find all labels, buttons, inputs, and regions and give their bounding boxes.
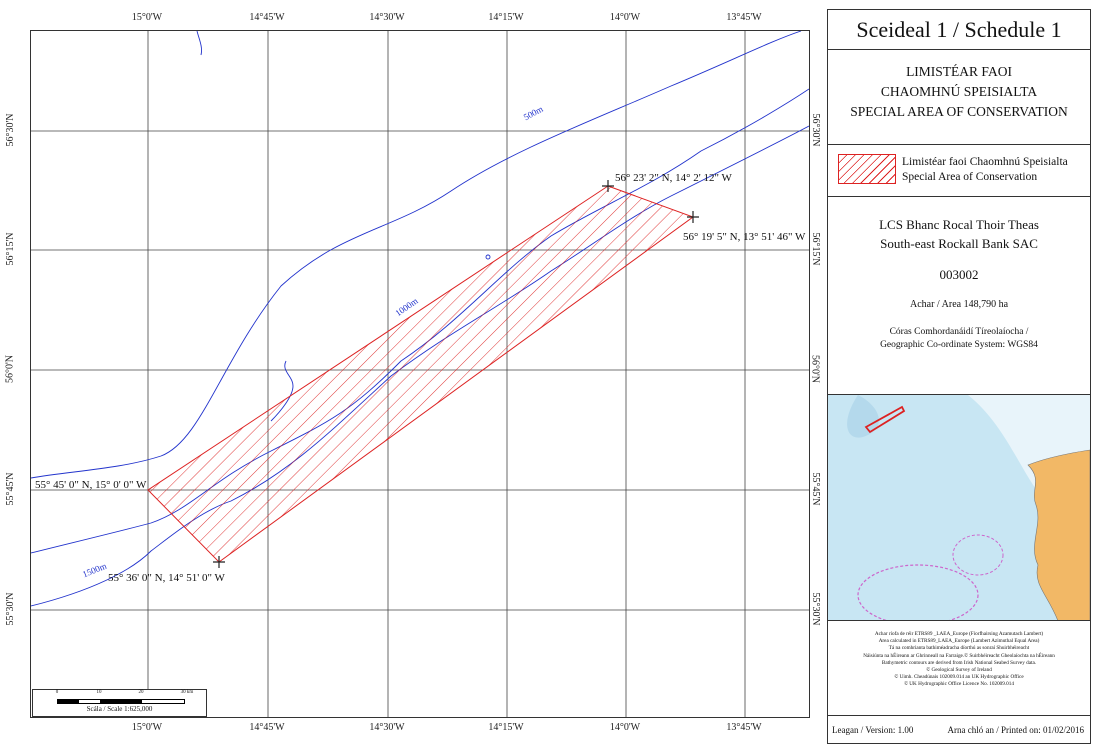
lat-tick-left-1: 56°30'N — [5, 113, 17, 147]
version: Leagan / Version: 1.00 — [832, 725, 914, 735]
vertex-marker-e — [687, 211, 699, 223]
vertex-label-ne: 56° 23' 2" N, 14° 2' 12" W — [615, 172, 732, 184]
lon-tick-bottom-4: 14°15'W — [488, 722, 524, 733]
inset-sac-outline — [864, 405, 906, 434]
sac-heading: LIMISTÉAR FAOI CHAOMHNÚ SPEISIALTA SPECI… — [828, 50, 1090, 145]
vertex-marker-ne — [602, 180, 614, 192]
site-name-ga: LCS Bhanc Rocal Thoir Theas — [879, 217, 1039, 232]
scale-tick-20: 20 — [138, 690, 144, 695]
lon-tick-top-4: 14°15'W — [488, 12, 524, 23]
scale-bar: 0 10 20 30 km Scála / Scale 1:625,000 — [32, 689, 207, 717]
note-8: © UK Hydrographic Office Licence No. 102… — [904, 681, 1014, 688]
seamount-contour — [485, 254, 491, 260]
lon-tick-bottom-5: 14°0'W — [609, 722, 641, 733]
note-3: Tá na comhrianta bathiméadracha díorthú … — [888, 645, 1030, 652]
lat-tick-left-3: 56°0'N — [4, 354, 16, 384]
scale-tick-0: 0 — [55, 690, 59, 695]
map-canvas — [31, 31, 809, 717]
sac-heading-ga-1: LIMISTÉAR FAOI — [906, 64, 1012, 79]
inset-boundary — [857, 564, 979, 620]
vertex-marker-s — [213, 556, 225, 568]
vertex-label-s: 55° 36' 0" N, 14° 51' 0" W — [108, 572, 225, 584]
lat-tick-right-5: 55°30'N — [810, 592, 822, 626]
lon-tick-top-2: 14°45'W — [249, 12, 285, 23]
lat-tick-right-1: 56°30'N — [810, 113, 822, 147]
lat-tick-right-2: 56°15'N — [810, 232, 822, 266]
legend: Limistéar faoi Chaomhnú Speisialta Speci… — [828, 145, 1090, 197]
sac-heading-ga-2: CHAOMHNÚ SPEISIALTA — [880, 84, 1038, 99]
sac-polygon[interactable] — [147, 185, 695, 563]
legend-label-ga: Limistéar faoi Chaomhnú Speisialta — [902, 156, 1068, 168]
sac-heading-en: SPECIAL AREA OF CONSERVATION — [850, 104, 1068, 119]
site-area: Achar / Area 148,790 ha — [909, 299, 1009, 310]
scale-tick-30: 30 km — [180, 690, 194, 695]
sac-hatch-swatch — [838, 154, 896, 184]
copyright-notes: Achar ríofa de réir ETRS89 _LAEA_Europe … — [828, 621, 1090, 716]
note-5: Bathymetric contours are derived from Ir… — [881, 659, 1037, 666]
inset-map-canvas — [828, 395, 1090, 620]
crs-ga: Córas Comhordanáidí Tíreolaíocha / — [889, 327, 1029, 337]
inset-shallow-water — [847, 395, 879, 438]
inset-ireland-landmass — [1027, 449, 1090, 620]
note-6: © Geological Survey of Ireland — [926, 667, 992, 674]
lat-tick-right-4: 55°45'N — [810, 472, 822, 506]
lon-tick-bottom-1: 15°0'W — [131, 722, 163, 733]
scale-tick-10: 10 — [96, 690, 102, 695]
inset-boundary-2 — [952, 534, 1004, 576]
note-1: Achar ríofa de réir ETRS89 _LAEA_Europe … — [874, 631, 1044, 637]
lat-tick-right-3: 56°0'N — [809, 354, 821, 384]
vertex-markers — [213, 180, 699, 568]
lat-tick-left-4: 55°45'N — [5, 472, 17, 506]
inset-locator-map[interactable] — [828, 395, 1090, 621]
scale-bar-graphic — [57, 699, 185, 704]
note-4: Náisiúnta na hÉireann ar Ghrinneall na F… — [863, 652, 1055, 659]
site-name-en: South-east Rockall Bank SAC — [880, 236, 1038, 251]
lon-tick-top-5: 14°0'W — [609, 12, 641, 23]
site-code: 003002 — [939, 267, 979, 282]
site-info: LCS Bhanc Rocal Thoir Theas South-east R… — [828, 197, 1090, 395]
legend-panel: Sceideal 1 / Schedule 1 LIMISTÉAR FAOI C… — [827, 9, 1091, 744]
lon-tick-top-1: 15°0'W — [131, 12, 163, 23]
note-2: Area calculated in ETRS89_LAEA_Europe (L… — [878, 638, 1040, 645]
lat-tick-left-2: 56°15'N — [5, 232, 17, 266]
lon-tick-bottom-6: 13°45'W — [726, 722, 762, 733]
lon-tick-top-6: 13°45'W — [726, 12, 762, 23]
lat-tick-left-5: 55°30'N — [5, 592, 17, 626]
vertex-label-w: 55° 45' 0" N, 15° 0' 0" W — [35, 479, 147, 491]
note-7: © Uimh. Cheadúnais 102009.014 an UK Hydr… — [894, 674, 1024, 681]
schedule-title: Sceideal 1 / Schedule 1 — [828, 10, 1090, 50]
lon-tick-bottom-2: 14°45'W — [249, 722, 285, 733]
lon-tick-bottom-3: 14°30'W — [369, 722, 405, 733]
vertex-label-e: 56° 19' 5" N, 13° 51' 46" W — [683, 231, 806, 243]
scale-caption: Scála / Scale 1:625,000 — [86, 705, 153, 713]
contour-fragment — [196, 31, 202, 56]
lon-tick-top-3: 14°30'W — [369, 12, 405, 23]
footer: Leagan / Version: 1.00 Arna chló an / Pr… — [828, 716, 1090, 743]
legend-label-en: Special Area of Conservation — [902, 171, 1038, 183]
crs-en: Geographic Co-ordinate System: WGS84 — [880, 340, 1038, 350]
printed-date: Arna chló an / Printed on: 01/02/2016 — [947, 725, 1084, 735]
contour-500m — [31, 31, 802, 479]
map-frame[interactable] — [30, 30, 810, 718]
